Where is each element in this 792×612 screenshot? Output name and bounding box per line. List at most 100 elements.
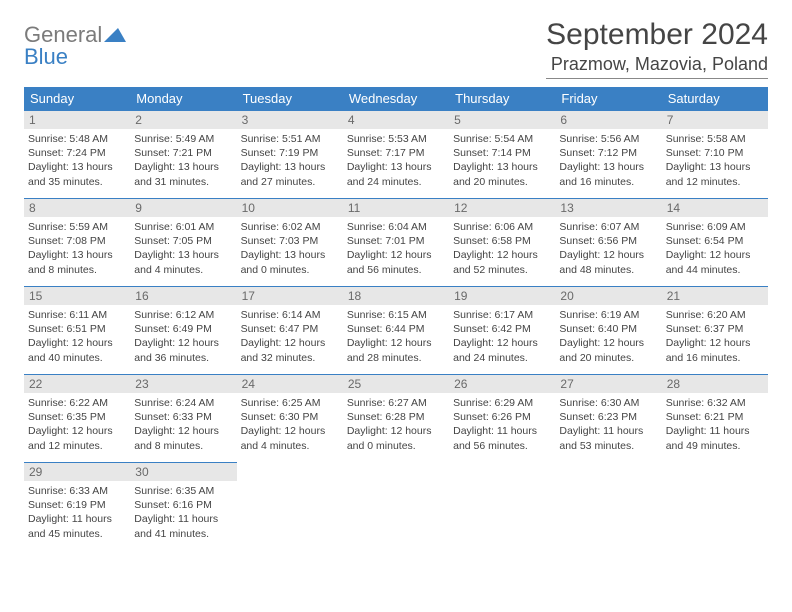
day-info-line: Sunrise: 6:15 AM [347,308,445,322]
day-info-line: and 20 minutes. [453,175,551,189]
day-info-line: Daylight: 12 hours [134,424,232,438]
day-number: 9 [130,199,236,217]
day-number: 7 [662,111,768,129]
weekday-header: Tuesday [237,87,343,111]
day-info-line: and 44 minutes. [666,263,764,277]
day-info-line: and 27 minutes. [241,175,339,189]
day-number: 2 [130,111,236,129]
calendar-day-cell: 26Sunrise: 6:29 AMSunset: 6:26 PMDayligh… [449,375,555,463]
day-info-line: Sunrise: 6:25 AM [241,396,339,410]
day-info-line: Sunrise: 6:33 AM [28,484,126,498]
day-number: 11 [343,199,449,217]
day-info-line: Sunrise: 5:56 AM [559,132,657,146]
day-info: Sunrise: 6:29 AMSunset: 6:26 PMDaylight:… [453,396,551,453]
day-info-line: and 40 minutes. [28,351,126,365]
day-number: 18 [343,287,449,305]
day-info-line: Sunrise: 6:14 AM [241,308,339,322]
day-info-line: Sunrise: 5:59 AM [28,220,126,234]
location-label: Prazmow, Mazovia, Poland [546,54,768,79]
day-info: Sunrise: 6:20 AMSunset: 6:37 PMDaylight:… [666,308,764,365]
day-info-line: and 0 minutes. [241,263,339,277]
calendar-day-cell: 21Sunrise: 6:20 AMSunset: 6:37 PMDayligh… [662,287,768,375]
day-info-line: Sunrise: 5:53 AM [347,132,445,146]
calendar-day-cell: 28Sunrise: 6:32 AMSunset: 6:21 PMDayligh… [662,375,768,463]
day-info-line: Sunrise: 5:54 AM [453,132,551,146]
day-number: 23 [130,375,236,393]
day-info-line: Sunrise: 6:22 AM [28,396,126,410]
day-info-line: Sunrise: 6:17 AM [453,308,551,322]
day-info-line: Daylight: 12 hours [28,336,126,350]
day-info-line: Sunrise: 6:12 AM [134,308,232,322]
day-info: Sunrise: 6:17 AMSunset: 6:42 PMDaylight:… [453,308,551,365]
day-info: Sunrise: 5:49 AMSunset: 7:21 PMDaylight:… [134,132,232,189]
calendar-day-cell: 12Sunrise: 6:06 AMSunset: 6:58 PMDayligh… [449,199,555,287]
calendar-week-row: 8Sunrise: 5:59 AMSunset: 7:08 PMDaylight… [24,199,768,287]
day-info-line: and 4 minutes. [134,263,232,277]
day-info-line: Sunset: 6:30 PM [241,410,339,424]
day-info-line: Sunset: 6:16 PM [134,498,232,512]
day-info-line: Sunrise: 6:07 AM [559,220,657,234]
day-info-line: Sunrise: 6:27 AM [347,396,445,410]
day-info-line: Sunrise: 6:11 AM [28,308,126,322]
day-info-line: Sunset: 7:08 PM [28,234,126,248]
calendar-week-row: 1Sunrise: 5:48 AMSunset: 7:24 PMDaylight… [24,111,768,199]
day-info-line: Daylight: 13 hours [347,160,445,174]
day-info-line: Sunset: 7:12 PM [559,146,657,160]
day-info-line: Daylight: 11 hours [453,424,551,438]
day-info-line: and 12 minutes. [666,175,764,189]
day-info-line: Sunrise: 5:49 AM [134,132,232,146]
calendar-day-cell: 18Sunrise: 6:15 AMSunset: 6:44 PMDayligh… [343,287,449,375]
calendar-day-cell: 30 Sunrise: 6:35 AMSunset: 6:16 PMDayligh… [130,463,236,551]
day-info: Sunrise: 6:19 AMSunset: 6:40 PMDaylight:… [559,308,657,365]
day-info-line: and 20 minutes. [559,351,657,365]
day-info-line: and 28 minutes. [347,351,445,365]
calendar-day-cell: 9 Sunrise: 6:01 AMSunset: 7:05 PMDaylight… [130,199,236,287]
calendar-day-cell [449,463,555,551]
weekday-header: Monday [130,87,236,111]
day-info-line: Sunset: 7:21 PM [134,146,232,160]
calendar-day-cell: 10Sunrise: 6:02 AMSunset: 7:03 PMDayligh… [237,199,343,287]
day-info-line: Daylight: 12 hours [241,336,339,350]
calendar-day-cell: 19Sunrise: 6:17 AMSunset: 6:42 PMDayligh… [449,287,555,375]
day-info-line: Daylight: 11 hours [666,424,764,438]
month-title: September 2024 [546,18,768,52]
day-info-line: Daylight: 13 hours [453,160,551,174]
day-info-line: Sunset: 6:44 PM [347,322,445,336]
day-number: 13 [555,199,661,217]
day-info-line: Daylight: 13 hours [559,160,657,174]
day-number: 1 [24,111,130,129]
day-info: Sunrise: 5:54 AMSunset: 7:14 PMDaylight:… [453,132,551,189]
day-number: 30 [130,463,236,481]
day-info: Sunrise: 6:27 AMSunset: 6:28 PMDaylight:… [347,396,445,453]
title-block: September 2024 Prazmow, Mazovia, Poland [546,18,768,79]
weekday-header: Thursday [449,87,555,111]
day-number: 17 [237,287,343,305]
logo-text: General Blue [24,24,126,68]
calendar-day-cell: 14Sunrise: 6:09 AMSunset: 6:54 PMDayligh… [662,199,768,287]
day-info-line: Daylight: 11 hours [134,512,232,526]
day-info-line: Daylight: 11 hours [28,512,126,526]
day-info-line: Sunset: 6:23 PM [559,410,657,424]
day-info-line: Daylight: 11 hours [559,424,657,438]
day-info: Sunrise: 6:01 AMSunset: 7:05 PMDaylight:… [134,220,232,277]
day-number: 22 [24,375,130,393]
day-info: Sunrise: 6:25 AMSunset: 6:30 PMDaylight:… [241,396,339,453]
day-number: 27 [555,375,661,393]
day-number: 4 [343,111,449,129]
day-info-line: Sunrise: 5:48 AM [28,132,126,146]
logo: General Blue [24,24,126,68]
day-info-line: Sunrise: 6:35 AM [134,484,232,498]
calendar-day-cell: 5Sunrise: 5:54 AMSunset: 7:14 PMDaylight… [449,111,555,199]
day-info-line: and 24 minutes. [453,351,551,365]
logo-triangle-icon [104,29,126,46]
day-info: Sunrise: 6:32 AMSunset: 6:21 PMDaylight:… [666,396,764,453]
calendar-day-cell: 3Sunrise: 5:51 AMSunset: 7:19 PMDaylight… [237,111,343,199]
day-info-line: Sunrise: 6:30 AM [559,396,657,410]
day-info-line: Sunrise: 5:51 AM [241,132,339,146]
day-info-line: and 56 minutes. [453,439,551,453]
day-info-line: Daylight: 12 hours [134,336,232,350]
day-info-line: Daylight: 12 hours [453,336,551,350]
day-info-line: Sunset: 7:05 PM [134,234,232,248]
weekday-header: Friday [555,87,661,111]
day-info: Sunrise: 6:14 AMSunset: 6:47 PMDaylight:… [241,308,339,365]
